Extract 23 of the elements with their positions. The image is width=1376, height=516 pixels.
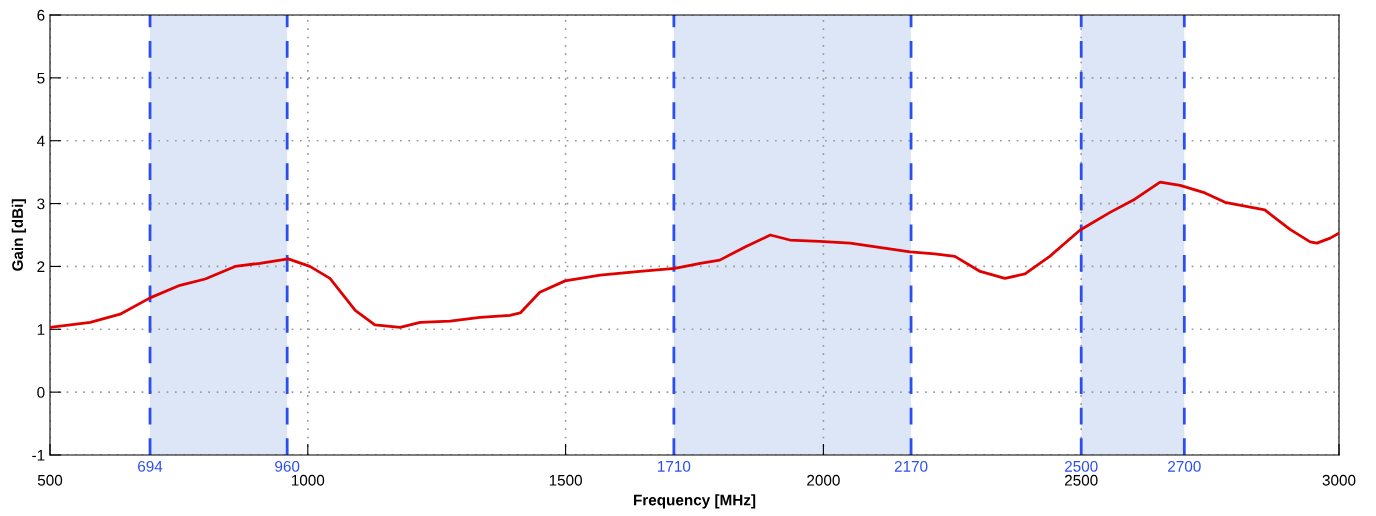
y-tick-label: 5 [37,72,45,84]
x-axis-title: Frequency [MHz] [633,494,756,509]
y-tick-label: 3 [37,198,45,210]
y-axis-title: Gain [dBi] [11,199,26,271]
y-tick-label: 0 [37,387,45,398]
x-tick-label: 1000 [291,474,325,486]
x-tick-label: 1500 [549,474,582,486]
x-tick-label: 2500 [1064,474,1098,486]
y-tick-label: 6 [37,9,45,21]
x-tick-label: 3000 [1322,474,1356,486]
y-tick-label: -1 [32,450,45,461]
ref-line-label: 1710 [658,460,691,472]
line-series [50,180,1339,329]
y-tick-label: 2 [37,261,45,272]
x-tick-label: 500 [37,474,63,486]
y-tick-label: 4 [36,135,45,147]
ref-line-label: 2170 [894,460,928,472]
ref-line-label: 694 [138,460,163,472]
ref-line-label: 2500 [1064,460,1098,472]
x-tick-label: 2000 [807,474,840,486]
y-tick-label: 1 [37,324,45,335]
ref-line-label: 2700 [1168,460,1201,472]
ref-line-label: 960 [275,460,300,472]
